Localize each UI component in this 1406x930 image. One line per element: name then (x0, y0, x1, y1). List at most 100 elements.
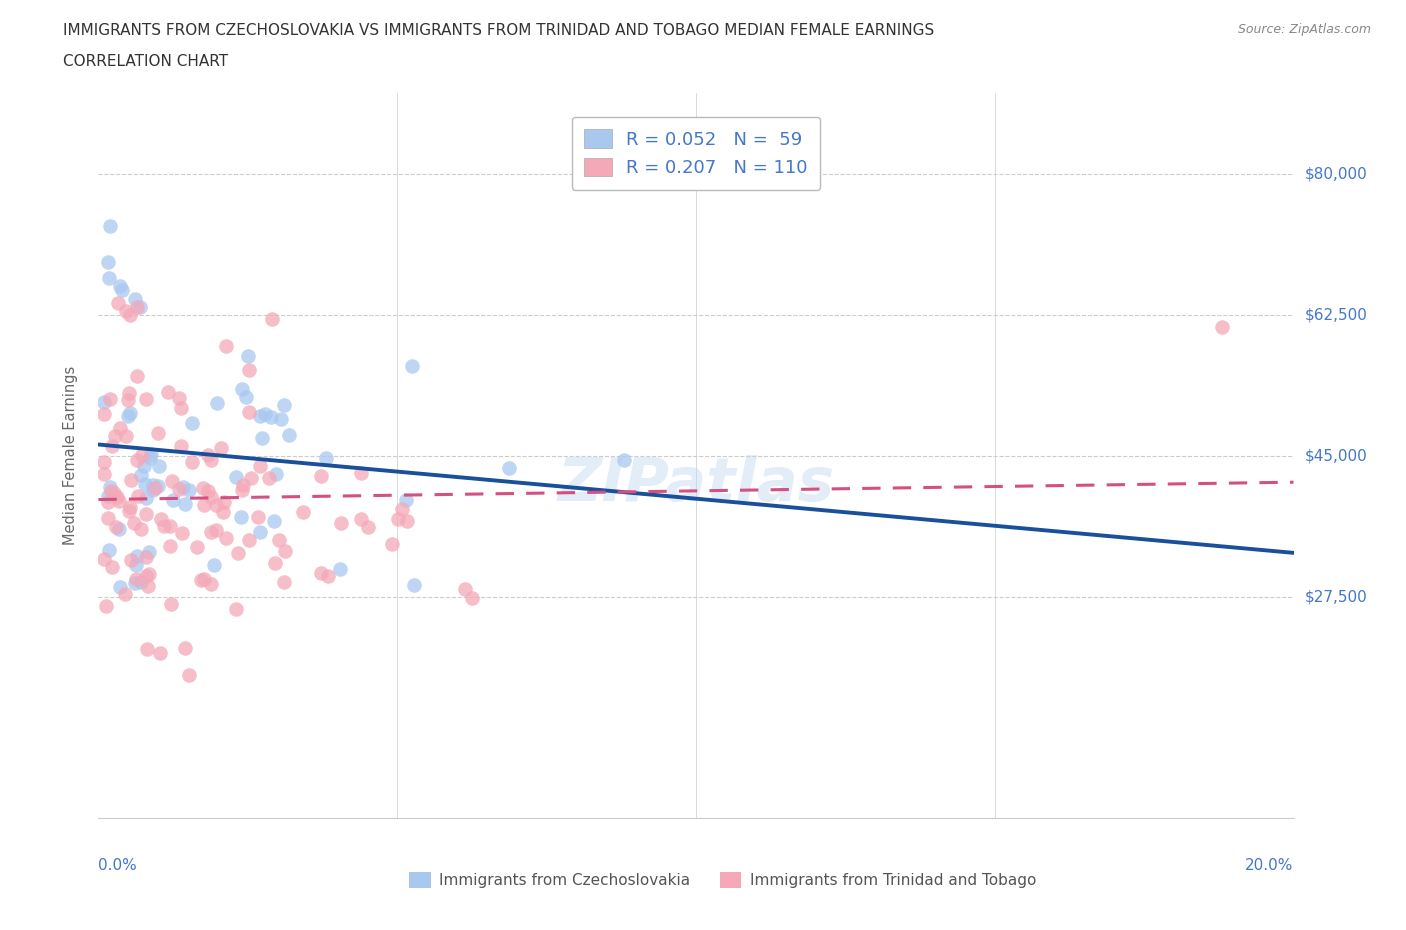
Point (260, 312, 283, 326)
Text: ZIPatlas: ZIPatlas (557, 455, 835, 514)
Point (174, 640, 197, 655)
Point (231, 483, 253, 498)
Point (148, 458, 170, 473)
FancyBboxPatch shape (720, 872, 741, 888)
Point (191, 481, 214, 496)
Point (135, 392, 157, 406)
Point (93, 395, 115, 410)
Point (329, 561, 352, 576)
Point (114, 587, 136, 602)
Point (239, 471, 262, 485)
Point (117, 408, 139, 423)
Text: IMMIGRANTS FROM CZECHOSLOVAKIA VS IMMIGRANTS FROM TRINIDAD AND TOBAGO MEDIAN FEM: IMMIGRANTS FROM CZECHOSLOVAKIA VS IMMIGR… (63, 23, 935, 38)
Point (266, 467, 288, 482)
Point (236, 349, 259, 364)
Point (453, 581, 475, 596)
Point (127, 549, 149, 564)
Point (162, 493, 184, 508)
Text: CORRELATION CHART: CORRELATION CHART (63, 54, 228, 69)
Point (267, 533, 290, 548)
Point (394, 492, 416, 507)
Point (98, 480, 121, 495)
Point (160, 597, 183, 612)
Point (461, 591, 484, 606)
Point (291, 504, 314, 519)
Point (93, 467, 115, 482)
Point (211, 505, 233, 520)
Point (100, 219, 122, 233)
Point (97, 495, 120, 510)
Point (97, 542, 120, 557)
Point (167, 482, 190, 497)
Point (205, 498, 228, 512)
Point (200, 525, 222, 539)
Point (159, 538, 181, 553)
Point (264, 555, 287, 570)
Point (125, 572, 148, 587)
Point (129, 468, 152, 483)
Point (120, 552, 142, 567)
Point (97, 511, 120, 525)
Point (135, 568, 157, 583)
Point (120, 472, 142, 487)
Point (329, 515, 352, 530)
Point (131, 447, 153, 462)
Point (93, 551, 115, 566)
Text: $62,500: $62,500 (1305, 307, 1368, 322)
Point (186, 539, 208, 554)
Point (190, 573, 212, 588)
Point (97, 489, 120, 504)
Text: Immigrants from Trinidad and Tobago: Immigrants from Trinidad and Tobago (749, 872, 1036, 887)
Point (232, 477, 254, 492)
Point (253, 407, 276, 422)
Point (136, 642, 159, 657)
Point (131, 522, 153, 537)
Point (94, 599, 117, 614)
Point (404, 578, 426, 592)
Point (179, 667, 201, 682)
FancyBboxPatch shape (409, 872, 430, 888)
Point (108, 420, 131, 435)
Point (387, 512, 409, 526)
Point (107, 521, 129, 536)
Point (214, 495, 236, 510)
Point (215, 339, 238, 353)
Point (309, 565, 332, 580)
Point (93, 407, 115, 422)
Point (357, 520, 380, 535)
Point (349, 466, 371, 481)
Text: $45,000: $45,000 (1305, 448, 1368, 463)
Point (127, 488, 149, 503)
Point (263, 513, 285, 528)
Point (143, 481, 166, 496)
Point (100, 559, 122, 574)
Point (226, 545, 249, 560)
Text: Immigrants from Czechoslovakia: Immigrants from Czechoslovakia (439, 872, 690, 887)
Point (105, 489, 128, 504)
Point (103, 485, 125, 500)
Point (381, 537, 404, 551)
Point (118, 405, 141, 420)
Point (215, 531, 238, 546)
Point (257, 471, 280, 485)
Point (138, 566, 160, 581)
Point (229, 510, 252, 525)
Point (172, 525, 194, 540)
Point (247, 510, 270, 525)
Point (118, 385, 141, 400)
Point (498, 460, 520, 475)
Point (93, 455, 115, 470)
Text: 20.0%: 20.0% (1246, 858, 1294, 873)
Point (252, 431, 274, 445)
Point (136, 578, 159, 593)
Point (200, 489, 222, 504)
Point (204, 523, 226, 538)
Point (157, 385, 180, 400)
Point (142, 478, 165, 493)
Point (148, 426, 170, 441)
Point (110, 579, 132, 594)
Point (124, 291, 146, 306)
Point (180, 416, 202, 431)
Point (142, 483, 165, 498)
Point (104, 428, 127, 443)
